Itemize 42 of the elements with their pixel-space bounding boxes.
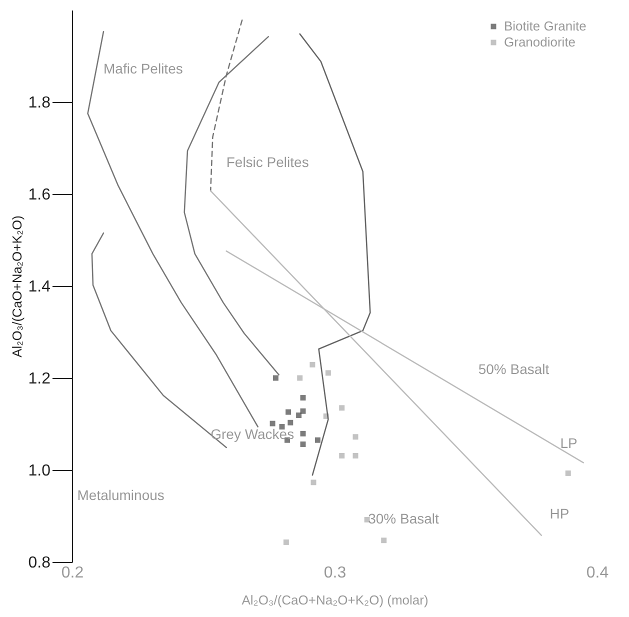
point [283, 539, 289, 545]
legend-label: Granodiorite [504, 34, 576, 50]
x-tick-label: 0.2 [61, 564, 84, 582]
point [310, 480, 316, 486]
point [270, 420, 276, 426]
point [381, 538, 387, 544]
point [352, 453, 358, 458]
annotation: 50% Basalt [478, 360, 550, 377]
point [300, 408, 306, 414]
point [297, 375, 303, 381]
point [300, 442, 306, 447]
point [288, 420, 294, 426]
annotation: Mafic Pelites [104, 60, 183, 77]
y-tick-label: 1.0 [28, 462, 51, 480]
annotation: Grey Wackes [210, 426, 294, 442]
point [339, 405, 345, 411]
point [352, 434, 358, 440]
annotation: LP [560, 435, 578, 452]
point [300, 395, 306, 401]
legend-label: Biotite Granite [504, 18, 586, 34]
y-tick-label: 1.8 [28, 94, 51, 112]
x-tick-label: 0.3 [324, 564, 346, 582]
x-tick-label: 0.4 [586, 564, 609, 582]
annotation: Felsic Pelites [226, 154, 309, 170]
y-tick-label: 1.6 [28, 186, 51, 204]
point [296, 412, 302, 418]
point [310, 362, 316, 368]
point [272, 375, 278, 381]
y-tick-label: 1.4 [28, 278, 51, 296]
y-tick-label: 1.2 [28, 370, 51, 388]
point [339, 453, 345, 458]
y-axis-title: Al₂O₃/(CaO+Na₂O+K₂O) [9, 216, 24, 358]
point [325, 370, 331, 376]
annotation: Metaluminous [77, 486, 164, 503]
x-axis-title: Al₂O₃/(CaO+Na₂O+K₂O) (molar) [242, 592, 428, 608]
point [565, 470, 571, 476]
y-tick-label: 0.8 [28, 554, 51, 572]
point [314, 437, 320, 443]
point [286, 409, 292, 415]
annotation: 30% Basalt [368, 510, 440, 527]
annotation: HP [550, 506, 570, 522]
point [300, 430, 306, 436]
